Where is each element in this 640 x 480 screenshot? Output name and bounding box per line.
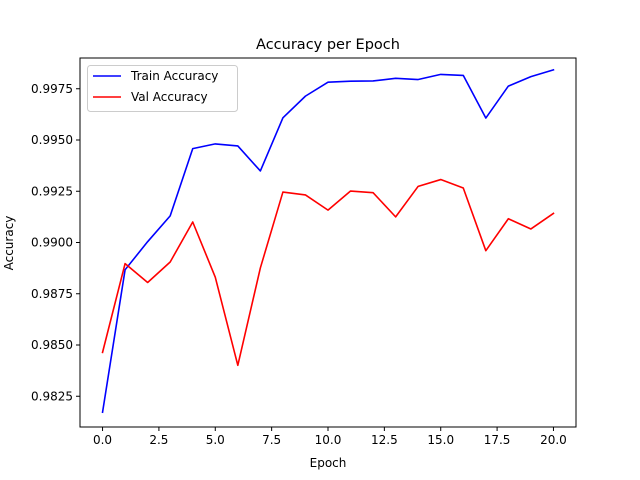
y-tick-label: 0.9875	[31, 287, 73, 301]
y-tick-label: 0.9850	[31, 338, 73, 352]
x-tick-label: 5.0	[206, 433, 225, 447]
chart-title: Accuracy per Epoch	[256, 37, 400, 53]
axes-frame	[79, 57, 577, 428]
x-tick-label: 2.5	[149, 433, 168, 447]
axes-border	[79, 57, 577, 428]
y-tick-label: 0.9925	[31, 184, 73, 198]
legend: Train Accuracy Val Accuracy	[87, 65, 238, 112]
x-tick-label: 17.5	[484, 433, 511, 447]
x-tick-label: 20.0	[540, 433, 567, 447]
y-tick-label: 0.9975	[31, 82, 73, 96]
y-axis-ticks: 0.9825 0.9850 0.9875 0.9900 0.9925 0.9950 0.99…	[31, 82, 80, 403]
series-line-train-accuracy	[101, 68, 555, 414]
x-axis-label: Epoch	[310, 456, 347, 470]
legend-box	[87, 65, 238, 112]
legend-label: Val Accuracy	[131, 90, 208, 104]
x-tick-label: 12.5	[371, 433, 398, 447]
x-axis-ticks: 0.0 2.5 5.0 7.5 10.0 12.5 15.0 17.5 20.0	[93, 427, 567, 447]
y-tick-label: 0.9900	[31, 236, 73, 250]
y-tick-label: 0.9825	[31, 389, 73, 403]
y-tick-label: 0.9950	[31, 133, 73, 147]
x-tick-label: 7.5	[262, 433, 281, 447]
y-axis-label: Accuracy	[2, 216, 16, 271]
series-line-val-accuracy	[101, 178, 555, 367]
x-tick-label: 10.0	[315, 433, 342, 447]
legend-label: Train Accuracy	[130, 69, 218, 83]
x-tick-label: 0.0	[93, 433, 112, 447]
plot-area	[101, 68, 555, 414]
x-tick-label: 15.0	[427, 433, 454, 447]
